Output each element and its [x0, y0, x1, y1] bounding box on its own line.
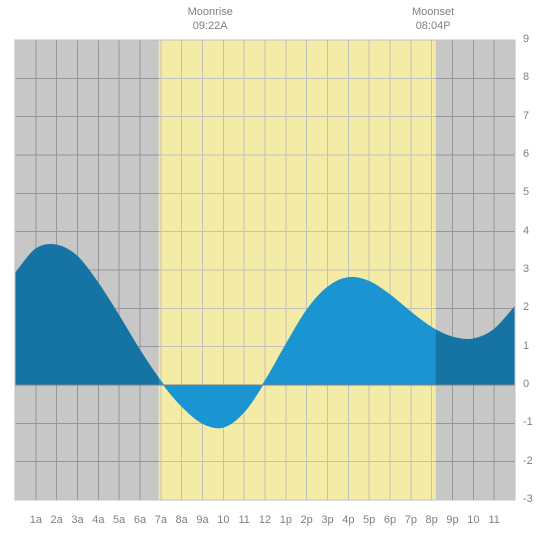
x-tick-label: 10	[217, 514, 229, 526]
moonset-time: 08:04P	[403, 20, 463, 34]
x-tick-label: 6a	[134, 514, 146, 526]
y-tick-label: -2	[523, 455, 533, 467]
x-tick-label: 7p	[405, 514, 417, 526]
x-tick-label: 3a	[71, 514, 83, 526]
x-tick-label: 11	[488, 514, 499, 526]
chart-svg	[0, 0, 550, 550]
moonrise-annotation: Moonrise 09:22A	[180, 6, 240, 34]
x-tick-label: 1a	[30, 514, 42, 526]
y-tick-label: 9	[523, 33, 529, 45]
y-tick-label: -3	[523, 493, 533, 505]
y-tick-label: 7	[523, 110, 529, 122]
y-tick-label: -1	[523, 416, 533, 428]
x-tick-label: 9p	[446, 514, 458, 526]
x-tick-label: 8p	[426, 514, 438, 526]
x-tick-label: 1p	[280, 514, 292, 526]
y-tick-label: 0	[523, 378, 529, 390]
x-tick-label: 9a	[196, 514, 208, 526]
x-tick-label: 7a	[155, 514, 167, 526]
x-tick-label: 10	[467, 514, 479, 526]
moonset-annotation: Moonset 08:04P	[403, 6, 463, 34]
x-tick-label: 3p	[321, 514, 333, 526]
x-tick-label: 12	[259, 514, 271, 526]
y-tick-label: 5	[523, 186, 529, 198]
y-tick-label: 4	[523, 225, 529, 237]
x-tick-label: 2p	[301, 514, 313, 526]
x-tick-label: 4a	[92, 514, 104, 526]
moonset-label: Moonset	[403, 6, 463, 20]
x-tick-label: 5p	[363, 514, 375, 526]
x-tick-label: 4p	[342, 514, 354, 526]
x-tick-label: 5a	[113, 514, 125, 526]
moonrise-label: Moonrise	[180, 6, 240, 20]
tide-chart: Moonrise 09:22A Moonset 08:04P -3-2-1012…	[0, 0, 550, 550]
y-tick-label: 1	[523, 340, 529, 352]
y-tick-label: 3	[523, 263, 529, 275]
x-tick-label: 11	[238, 514, 249, 526]
x-tick-label: 2a	[51, 514, 63, 526]
y-tick-label: 8	[523, 71, 529, 83]
moonrise-time: 09:22A	[180, 20, 240, 34]
x-tick-label: 6p	[384, 514, 396, 526]
y-tick-label: 6	[523, 148, 529, 160]
y-tick-label: 2	[523, 301, 529, 313]
x-tick-label: 8a	[176, 514, 188, 526]
